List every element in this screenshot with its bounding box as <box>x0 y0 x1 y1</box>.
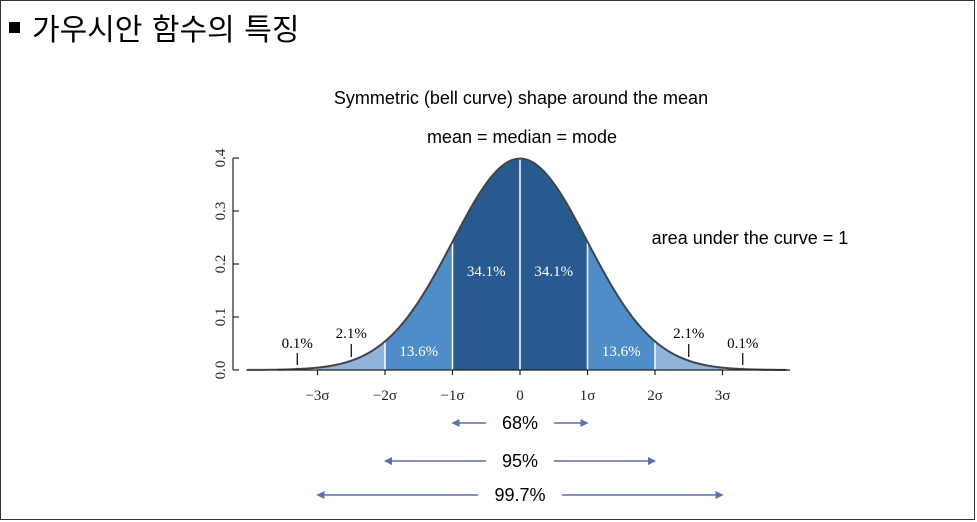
x-tick-label-6: 3σ <box>715 388 731 404</box>
y-tick-label-4: 0.4 <box>213 148 229 167</box>
slide-title: 가우시안 함수의 특징 <box>9 5 299 49</box>
annotation-mean-median-mode: mean = median = mode <box>427 127 617 147</box>
x-tick-label-4: 1σ <box>580 388 596 404</box>
annotation-area: area under the curve = 1 <box>652 228 849 248</box>
region-0 <box>317 341 385 370</box>
x-tick-label-5: 2σ <box>647 388 663 404</box>
y-tick-label-2: 0.2 <box>213 255 229 274</box>
range-label-2: 99.7% <box>494 485 545 505</box>
bullet-square-icon <box>9 21 20 33</box>
x-tick-label-2: −1σ <box>440 388 464 404</box>
regions-layer <box>317 158 723 370</box>
region-label-3: 34.1% <box>534 264 573 280</box>
y-tick-label-1: 0.1 <box>213 308 229 327</box>
region-label-4: 13.6% <box>602 344 641 360</box>
tail-label-1: 0.1% <box>727 336 758 352</box>
labels-layer: 2.1% 13.6% 34.1% 34.1% 13.6% 2.1% 0.1% 0.1% <box>282 264 758 365</box>
annotation-symmetric: Symmetric (bell curve) shape around the … <box>334 88 708 108</box>
range-label-1: 95% <box>502 451 538 471</box>
y-tick-label-3: 0.3 <box>213 202 229 221</box>
curve-layer <box>246 157 787 371</box>
region-label-1: 13.6% <box>399 344 438 360</box>
x-tick-label-1: −2σ <box>373 388 397 404</box>
slide-title-text: 가우시안 함수의 특징 <box>32 13 300 48</box>
region-label-5: 2.1% <box>673 326 704 342</box>
region-label-0: 2.1% <box>336 326 367 342</box>
density-curve <box>246 157 787 371</box>
x-tick-label-3: 0 <box>516 388 524 404</box>
ranges-layer: 68% 95% 99.7% <box>316 413 724 505</box>
region-5 <box>655 341 723 370</box>
axis-layer: 0.0 0.1 0.2 0.3 0.4 −3σ −2σ −1σ 0 1σ 2σ 3σ <box>213 148 790 404</box>
range-label-0: 68% <box>502 413 538 433</box>
region-label-2: 34.1% <box>467 264 506 280</box>
y-tick-label-0: 0.0 <box>213 361 229 380</box>
x-tick-label-0: −3σ <box>305 388 329 404</box>
tail-label-0: 0.1% <box>282 336 313 352</box>
